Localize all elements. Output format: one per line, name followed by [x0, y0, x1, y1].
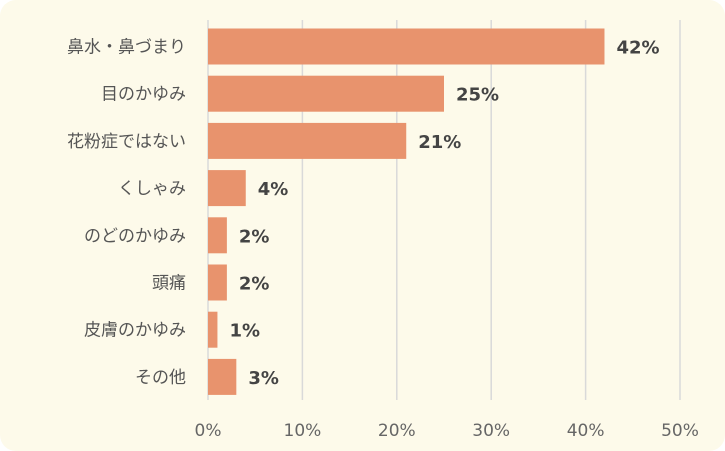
x-tick-label: 20%: [378, 421, 416, 441]
value-label: 21%: [418, 132, 461, 153]
bar: [208, 28, 605, 65]
category-label: くしゃみ: [118, 179, 186, 199]
value-label: 2%: [239, 274, 270, 295]
bar: [208, 217, 227, 254]
bar: [208, 264, 227, 301]
x-tick-label: 30%: [472, 421, 510, 441]
x-tick-label: 40%: [567, 421, 605, 441]
category-label: 皮膚のかゆみ: [84, 321, 186, 341]
category-label: 鼻水・鼻づまり: [67, 38, 186, 58]
value-label: 42%: [616, 38, 659, 59]
category-label: その他: [135, 368, 186, 388]
value-label: 4%: [258, 179, 289, 200]
value-label: 2%: [239, 226, 270, 247]
category-label: 目のかゆみ: [101, 85, 186, 105]
x-tick-label: 10%: [284, 421, 322, 441]
bar: [208, 311, 218, 348]
category-label: 頭痛: [152, 274, 186, 294]
category-label: のどのかゆみ: [84, 226, 186, 246]
value-label: 3%: [248, 368, 279, 389]
value-label: 1%: [229, 321, 260, 342]
bar: [208, 358, 237, 395]
bar: [208, 122, 407, 159]
category-label: 花粉症ではない: [67, 132, 186, 152]
bar: [208, 75, 444, 112]
bar: [208, 170, 246, 207]
value-label: 25%: [456, 85, 499, 106]
x-tick-label: 0%: [195, 421, 222, 441]
x-tick-label: 50%: [661, 421, 699, 441]
